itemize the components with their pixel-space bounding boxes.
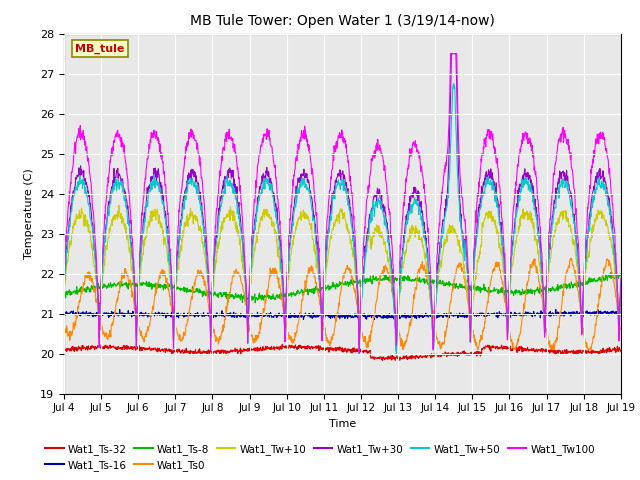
Title: MB Tule Tower: Open Water 1 (3/19/14-now): MB Tule Tower: Open Water 1 (3/19/14-now… [190,14,495,28]
Text: MB_tule: MB_tule [75,44,125,54]
Y-axis label: Temperature (C): Temperature (C) [24,168,35,259]
Legend: Wat1_Ts-32, Wat1_Ts-16, Wat1_Ts-8, Wat1_Ts0, Wat1_Tw+10, Wat1_Tw+30, Wat1_Tw+50,: Wat1_Ts-32, Wat1_Ts-16, Wat1_Ts-8, Wat1_… [41,439,599,475]
X-axis label: Time: Time [329,419,356,429]
